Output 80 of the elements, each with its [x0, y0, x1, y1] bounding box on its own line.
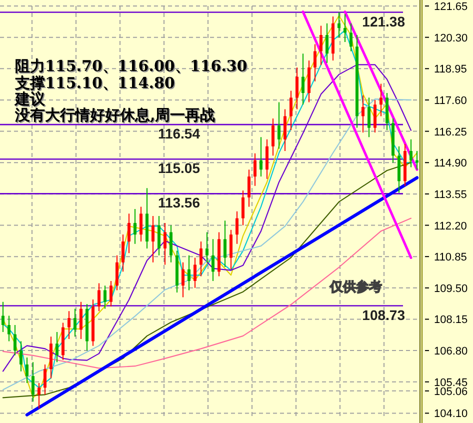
candlestick — [170, 224, 172, 263]
y-tick-label: 114.90 — [434, 158, 467, 170]
candlestick — [2, 301, 4, 332]
candlestick — [368, 97, 370, 138]
candlestick — [80, 301, 82, 340]
y-tick-label: 110.85 — [434, 252, 467, 264]
candlestick — [350, 22, 352, 52]
candlestick — [26, 357, 28, 384]
candlestick — [128, 213, 130, 254]
annotation: 建议 — [14, 90, 46, 108]
candlestick — [74, 308, 76, 338]
y-tick-label: 112.20 — [434, 220, 467, 232]
candlestick — [338, 12, 340, 38]
candlestick — [152, 215, 154, 263]
candlestick — [8, 315, 10, 342]
candlestick — [68, 310, 70, 340]
candlestick — [278, 102, 280, 150]
candlestick — [44, 364, 46, 396]
candlestick — [284, 108, 286, 152]
y-tick-label: 118.95 — [434, 64, 467, 76]
y-tick-label: 121.65 — [434, 1, 468, 13]
candlestick — [362, 94, 364, 133]
y-tick-label: 120.30 — [434, 32, 468, 44]
y-tick-label: 105.06 — [434, 386, 468, 398]
annotation: 支撑115.10、114.80 — [14, 74, 175, 92]
y-tick-label: 108.15 — [434, 314, 468, 326]
candlestick — [98, 282, 100, 312]
candlestick — [140, 206, 142, 242]
y-tick-label: 106.80 — [434, 346, 468, 358]
candlestick — [272, 118, 274, 156]
y-tick-label: 104.10 — [434, 408, 468, 420]
candlestick — [56, 331, 58, 363]
ref-line-label: 116.54 — [158, 126, 200, 142]
annotation: 阻力115.70、116.00、116.30 — [15, 57, 248, 75]
candlestick — [116, 254, 118, 291]
candlestick — [344, 14, 346, 42]
candlestick — [266, 138, 268, 180]
candlestick — [320, 25, 322, 66]
candlestick — [38, 382, 40, 410]
annotation: 没有大行情好好休息,周一再战 — [14, 106, 216, 124]
line-series — [2, 218, 412, 369]
candlestick — [242, 190, 244, 226]
candlestick — [410, 138, 412, 168]
candlestick — [254, 152, 256, 186]
candlestick — [248, 169, 250, 208]
candlestick — [158, 215, 160, 256]
candlestick — [20, 340, 22, 372]
candlestick — [122, 234, 124, 272]
candlestick — [104, 285, 106, 310]
y-tick-label: 116.25 — [434, 126, 467, 138]
candlestick — [236, 210, 238, 244]
ref-line-label: 108.73 — [362, 306, 406, 323]
candlestick — [32, 362, 34, 402]
annotation: 仅供参考 — [329, 279, 382, 295]
ref-line-label: 113.56 — [158, 194, 200, 211]
ref-line-label: 121.38 — [362, 13, 406, 30]
candlestick — [14, 324, 16, 356]
candlestick — [212, 238, 214, 282]
candlestick — [296, 66, 298, 110]
y-tick-label: 113.55 — [434, 188, 467, 201]
candlestick — [302, 53, 304, 106]
candlestick — [224, 220, 226, 268]
candlestick — [188, 254, 190, 291]
y-tick-label: 117.60 — [434, 94, 467, 107]
candlestick — [230, 229, 232, 270]
candlestick — [380, 83, 382, 117]
candlestick — [182, 262, 184, 298]
candlestick — [194, 257, 196, 288]
candlestick — [290, 90, 292, 131]
candlestick — [200, 241, 202, 277]
candlestick — [110, 280, 112, 307]
ref-line-label: 115.05 — [158, 160, 200, 176]
candlestick — [326, 22, 328, 64]
candlestick — [374, 99, 376, 133]
candlestick — [134, 208, 136, 244]
candlestick — [314, 44, 316, 82]
candlestick — [164, 222, 166, 266]
y-tick-label: 109.50 — [434, 282, 468, 295]
candlestick — [260, 136, 262, 178]
candlestick — [206, 232, 208, 263]
